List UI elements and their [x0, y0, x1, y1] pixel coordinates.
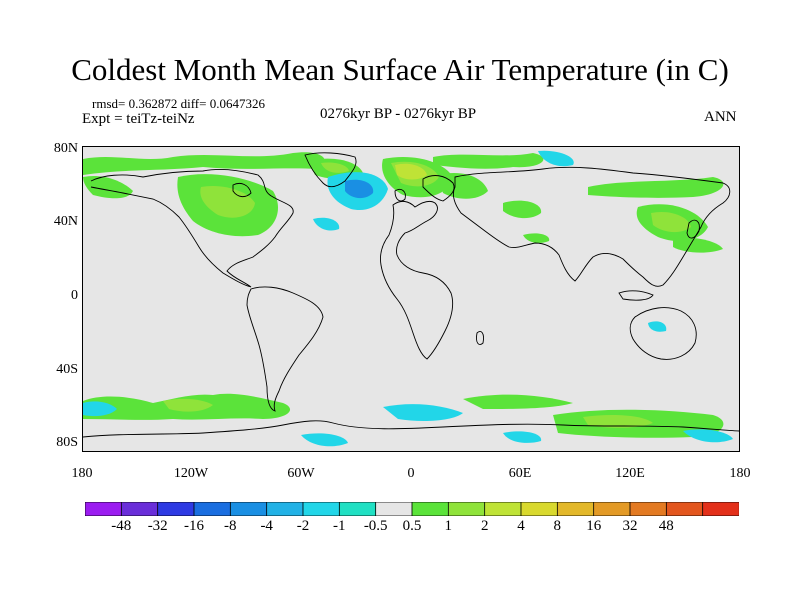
contour-north-america-core — [200, 185, 255, 218]
coast-antarctica — [83, 420, 739, 438]
colorbar-swatch — [157, 502, 195, 516]
lon-label-180e: 180 — [729, 466, 751, 481]
contour-siberia — [588, 177, 724, 198]
colorbar-label: 48 — [658, 518, 674, 534]
contour-arctic-east — [433, 153, 544, 169]
lon-label-60w: 60W — [287, 466, 315, 481]
lon-label-120e: 120E — [615, 466, 645, 481]
colorbar-label: 4 — [517, 518, 525, 534]
colorbar-label: 8 — [553, 518, 562, 534]
contour-central-asia — [503, 200, 542, 219]
colorbar-label: 32 — [622, 518, 638, 534]
contour-arctic-cyan — [538, 150, 574, 167]
contour-greenland-core — [321, 162, 349, 173]
contour-antarctic-cyan-a — [301, 433, 348, 447]
chart-title: Coldest Month Mean Surface Air Temperatu… — [71, 52, 729, 87]
contour-antarctic-cyan-c — [683, 429, 733, 443]
colorbar-swatch — [120, 502, 159, 516]
map-panel — [82, 146, 740, 452]
contour-north-pacific — [673, 237, 723, 253]
lat-label-40n: 40N — [53, 214, 78, 229]
contour-southern-ocean-east — [463, 394, 573, 409]
lon-label-60e: 60E — [508, 466, 532, 481]
contour-east-asia-core — [651, 211, 691, 233]
coast-europe-africa — [380, 200, 454, 360]
contour-southern-ocean-east-core — [583, 415, 653, 428]
colorbar-swatch — [338, 502, 377, 516]
contour-australia — [648, 321, 667, 332]
anomaly-contours — [83, 150, 733, 447]
colorbar-swatch — [375, 502, 413, 516]
colorbar-label: 0.5 — [402, 518, 422, 534]
colorbar-label: -48 — [111, 518, 132, 534]
coastlines — [83, 152, 739, 438]
contour-southern-ocean-west-core — [163, 398, 213, 412]
colorbar-label: -32 — [147, 518, 168, 534]
coast-north-america — [90, 168, 294, 288]
colorbar-swatch — [629, 502, 668, 516]
contour-north-atlantic-blue — [345, 179, 374, 199]
coast-greenland — [304, 152, 357, 188]
contour-scandinavia — [438, 172, 488, 199]
contour-europe-core — [395, 163, 427, 180]
colorbar-swatch — [193, 502, 232, 516]
colorbar-swatch — [229, 502, 268, 516]
lon-label-0: 0 — [407, 466, 415, 481]
coast-australia — [629, 307, 697, 360]
colorbar-swatch — [411, 502, 450, 516]
colorbar-swatch — [266, 502, 304, 516]
lat-label-80n: 80N — [53, 141, 78, 156]
colorbar-label: -8 — [224, 518, 237, 534]
contour-middle-east — [523, 233, 550, 243]
lat-label-80s: 80S — [56, 435, 78, 450]
coast-hudson-bay — [232, 182, 252, 198]
lat-label-0: 0 — [71, 288, 78, 303]
colorbar-label: 2 — [480, 518, 489, 534]
contour-arctic-band — [83, 152, 325, 175]
coast-south-america — [246, 286, 324, 412]
coast-madagascar — [476, 331, 484, 345]
colorbar-swatch — [302, 502, 341, 516]
colorbar-swatch — [593, 502, 631, 516]
colorbar-label: -4 — [260, 518, 273, 534]
contour-antarctic-cyan-b — [503, 431, 542, 443]
coast-asia — [452, 166, 731, 287]
coast-indonesia — [618, 290, 654, 301]
colorbar — [85, 502, 739, 516]
contour-southern-ocean-cyan-b — [383, 404, 463, 421]
colorbar-swatch — [447, 502, 486, 516]
colorbar-swatch — [556, 502, 595, 516]
colorbar-label: -2 — [296, 518, 310, 534]
coast-japan — [686, 219, 700, 239]
contour-atlantic-patch — [313, 217, 340, 231]
colorbar-swatch — [520, 502, 559, 516]
contour-southern-ocean-cyan-a — [83, 401, 117, 417]
colorbar-label: -1 — [333, 518, 346, 534]
colorbar-label: -0.5 — [363, 518, 388, 534]
season-label: ANN — [704, 109, 737, 125]
rmsd-diff-stats: rmsd= 0.362872 diff= 0.0647326 — [92, 96, 265, 111]
period-label: 0276kyr BP - 0276kyr BP — [320, 106, 477, 122]
colorbar-label: 16 — [586, 518, 602, 534]
colorbar-swatch — [702, 502, 739, 516]
lon-label-180w: 180 — [71, 466, 93, 481]
colorbar-label: 1 — [444, 518, 453, 534]
colorbar-swatch — [85, 502, 123, 516]
colorbar-swatch — [484, 502, 522, 516]
coast-scandinavia — [422, 175, 455, 202]
colorbar-label: -16 — [184, 518, 204, 534]
map-svg — [83, 147, 739, 451]
lon-label-120w: 120W — [173, 466, 209, 481]
lat-label-40s: 40S — [56, 362, 78, 377]
colorbar-swatch — [665, 502, 704, 516]
coast-uk — [394, 188, 406, 202]
experiment-label: Expt = teiTz-teiNz — [82, 111, 195, 127]
